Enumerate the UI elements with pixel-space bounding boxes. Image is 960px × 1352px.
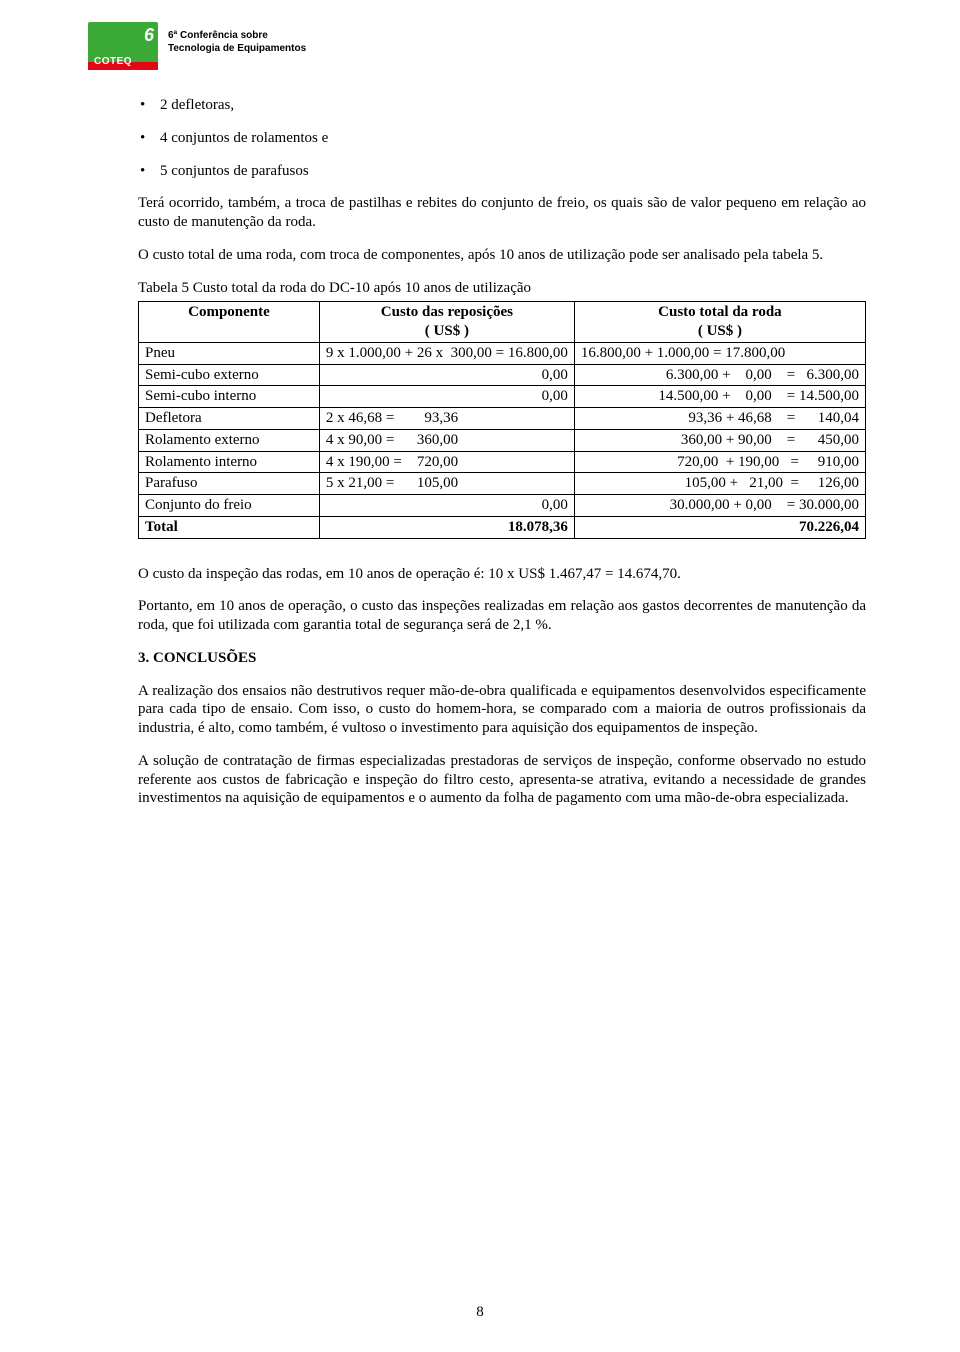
header-line: ( US$ ) xyxy=(326,322,568,341)
bullet-item: 2 defletoras, xyxy=(160,96,866,115)
table-row: Semi-cubo interno0,0014.500,00 + 0,00 = … xyxy=(139,386,866,408)
cell-total: 30.000,00 + 0,00 = 30.000,00 xyxy=(574,495,865,517)
cell-total: 16.800,00 + 1.000,00 = 17.800,00 xyxy=(574,342,865,364)
page-content: 2 defletoras, 4 conjuntos de rolamentos … xyxy=(88,96,872,808)
header-line: Custo das reposições xyxy=(326,303,568,322)
conference-title: 6ª Conferência sobre Tecnologia de Equip… xyxy=(168,29,306,56)
paragraph: O custo da inspeção das rodas, em 10 ano… xyxy=(138,565,866,584)
cell-reposicoes: 9 x 1.000,00 + 26 x 300,00 = 16.800,00 xyxy=(319,342,574,364)
cell-total: 70.226,04 xyxy=(574,516,865,538)
cell-total: 93,36 + 46,68 = 140,04 xyxy=(574,408,865,430)
page-header: 6 COTEQ 6ª Conferência sobre Tecnologia … xyxy=(88,22,872,62)
header-line: ( US$ ) xyxy=(581,322,859,341)
paragraph: O custo total de uma roda, com troca de … xyxy=(138,246,866,265)
cell-reposicoes: 0,00 xyxy=(319,386,574,408)
table-header-row: Componente Custo das reposições ( US$ ) … xyxy=(139,302,866,343)
logo-number: 6 xyxy=(144,24,154,47)
cell-reposicoes: 0,00 xyxy=(319,364,574,386)
table-header-reposicoes: Custo das reposições ( US$ ) xyxy=(319,302,574,343)
cell-componente: Pneu xyxy=(139,342,320,364)
cell-reposicoes: 4 x 90,00 = 360,00 xyxy=(319,429,574,451)
table-row: Parafuso5 x 21,00 = 105,00105,00 + 21,00… xyxy=(139,473,866,495)
paragraph: Portanto, em 10 anos de operação, o cust… xyxy=(138,597,866,635)
cell-componente: Total xyxy=(139,516,320,538)
bullet-list: 2 defletoras, 4 conjuntos de rolamentos … xyxy=(138,96,866,180)
table-row: Conjunto do freio0,0030.000,00 + 0,00 = … xyxy=(139,495,866,517)
cell-componente: Semi-cubo interno xyxy=(139,386,320,408)
page-number: 8 xyxy=(0,1303,960,1322)
paragraph: A solução de contratação de firmas espec… xyxy=(138,752,866,808)
bullet-item: 5 conjuntos de parafusos xyxy=(160,162,866,181)
cell-componente: Rolamento externo xyxy=(139,429,320,451)
cell-total: 6.300,00 + 0,00 = 6.300,00 xyxy=(574,364,865,386)
cell-componente: Conjunto do freio xyxy=(139,495,320,517)
table-row: Rolamento externo4 x 90,00 = 360,00360,0… xyxy=(139,429,866,451)
table-header-componente: Componente xyxy=(139,302,320,343)
table-header-total: Custo total da roda ( US$ ) xyxy=(574,302,865,343)
table-body: Pneu9 x 1.000,00 + 26 x 300,00 = 16.800,… xyxy=(139,342,866,538)
conference-line-2: Tecnologia de Equipamentos xyxy=(168,43,306,54)
cell-reposicoes: 4 x 190,00 = 720,00 xyxy=(319,451,574,473)
cell-total: 105,00 + 21,00 = 126,00 xyxy=(574,473,865,495)
header-line: Custo total da roda xyxy=(581,303,859,322)
cell-reposicoes: 0,00 xyxy=(319,495,574,517)
cell-total: 720,00 + 190,00 = 910,00 xyxy=(574,451,865,473)
cell-total: 14.500,00 + 0,00 = 14.500,00 xyxy=(574,386,865,408)
coteq-logo: 6 COTEQ xyxy=(88,22,158,62)
conference-line-1: 6ª Conferência sobre xyxy=(168,30,268,41)
cost-table: Componente Custo das reposições ( US$ ) … xyxy=(138,301,866,538)
bullet-item: 4 conjuntos de rolamentos e xyxy=(160,129,866,148)
table-row: Rolamento interno4 x 190,00 = 720,00720,… xyxy=(139,451,866,473)
table-row: Pneu9 x 1.000,00 + 26 x 300,00 = 16.800,… xyxy=(139,342,866,364)
cell-componente: Rolamento interno xyxy=(139,451,320,473)
cell-componente: Defletora xyxy=(139,408,320,430)
logo-brand-text: COTEQ xyxy=(94,56,132,69)
table-row: Defletora2 x 46,68 = 93,3693,36 + 46,68 … xyxy=(139,408,866,430)
cell-reposicoes: 2 x 46,68 = 93,36 xyxy=(319,408,574,430)
cell-reposicoes: 18.078,36 xyxy=(319,516,574,538)
table-caption: Tabela 5 Custo total da roda do DC-10 ap… xyxy=(138,279,866,298)
paragraph: Terá ocorrido, também, a troca de pastil… xyxy=(138,194,866,232)
cell-reposicoes: 5 x 21,00 = 105,00 xyxy=(319,473,574,495)
paragraph: A realização dos ensaios não destrutivos… xyxy=(138,682,866,738)
section-heading: 3. CONCLUSÕES xyxy=(138,649,866,668)
table-row: Semi-cubo externo0,006.300,00 + 0,00 = 6… xyxy=(139,364,866,386)
cell-componente: Semi-cubo externo xyxy=(139,364,320,386)
cell-componente: Parafuso xyxy=(139,473,320,495)
cell-total: 360,00 + 90,00 = 450,00 xyxy=(574,429,865,451)
page: 6 COTEQ 6ª Conferência sobre Tecnologia … xyxy=(0,0,960,1352)
table-row: Total18.078,3670.226,04 xyxy=(139,516,866,538)
